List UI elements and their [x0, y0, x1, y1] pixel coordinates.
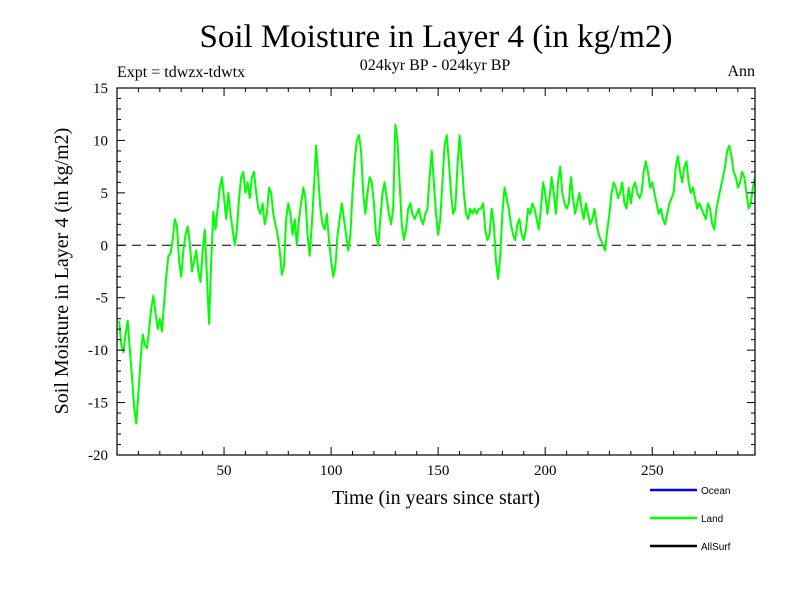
legend-label-allsurf: AllSurf — [701, 542, 731, 553]
y-tick-label: 0 — [101, 238, 109, 254]
experiment-label: Expt = tdwzx-tdwtx — [117, 64, 245, 81]
x-tick-label: 150 — [427, 463, 450, 479]
x-tick-label: 250 — [641, 463, 664, 479]
y-tick-label: -15 — [88, 396, 108, 412]
plot-frame — [116, 87, 756, 456]
legend-label-land: Land — [701, 514, 723, 525]
period-label: Ann — [727, 63, 755, 80]
chart-subtitle: 024kyr BP - 024kyr BP — [360, 57, 511, 74]
y-axis-label: Soil Moisture in Layer 4 (in kg/m2) — [51, 128, 73, 415]
y-tick-label: -5 — [96, 291, 109, 307]
x-tick-label: 50 — [217, 463, 232, 479]
y-tick-label: 10 — [93, 133, 108, 149]
x-tick-label: 200 — [534, 463, 557, 479]
y-tick-label: -20 — [88, 448, 108, 464]
y-tick-label: -10 — [88, 343, 108, 359]
y-tick-label: 15 — [93, 81, 108, 97]
legend-label-ocean: Ocean — [701, 486, 730, 497]
chart-title: Soil Moisture in Layer 4 (in kg/m2) — [200, 19, 673, 55]
series-line-land — [118, 123, 755, 425]
x-tick-label: 100 — [320, 463, 343, 479]
y-tick-label: 5 — [101, 186, 109, 202]
x-axis-label: Time (in years since start) — [332, 487, 540, 509]
